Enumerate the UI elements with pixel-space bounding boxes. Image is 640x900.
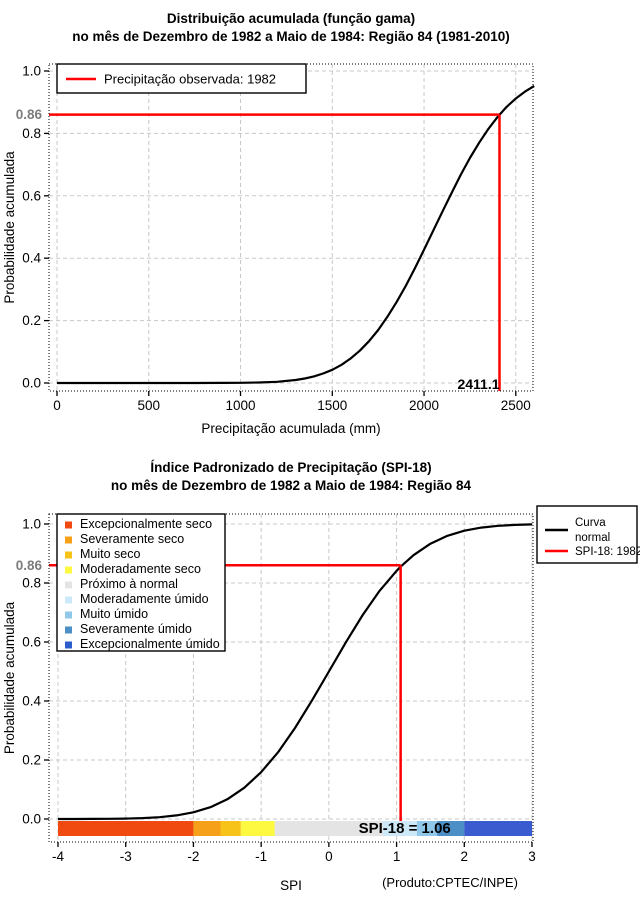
- x-tick-label: 0: [325, 849, 333, 864]
- legend-box: [56, 63, 307, 94]
- ref-prob-label: 0.86: [16, 107, 43, 122]
- y-tick-label: 0.4: [22, 694, 41, 709]
- chart-title-line2: no mês de Dezembro de 1982 a Maio de 198…: [111, 478, 472, 493]
- legend-label: Precipitação observada: 1982: [104, 72, 276, 87]
- category-label: Severamente úmido: [80, 622, 192, 636]
- x-axis-title: SPI: [280, 878, 302, 893]
- cdf-curve: [57, 85, 535, 385]
- spi-cdf-chart: Índice Padronizado de Precipitação (SPI-…: [2, 460, 640, 893]
- y-tick-label: 0.0: [22, 812, 41, 827]
- legend-label-normal: normal: [575, 532, 610, 544]
- y-tick-label: 0.6: [22, 188, 41, 203]
- chart-title-line2: no mês de Dezembro de 1982 a Maio de 198…: [72, 29, 509, 44]
- y-tick-label: 0.6: [22, 635, 41, 650]
- legend-label-spi: SPI-18: 1982: [575, 546, 640, 558]
- legend-label-curva: Curva: [575, 517, 606, 529]
- y-tick-label: 1.0: [22, 517, 41, 532]
- ref-prob-label: 0.86: [16, 558, 43, 573]
- y-tick-label: 0.4: [22, 251, 41, 266]
- chart-title-line1: Distribuição acumulada (função gama): [167, 11, 415, 26]
- spi-category-bar-segment: [416, 821, 438, 836]
- y-tick-label: 0.2: [22, 753, 41, 768]
- spi-value-annotation: SPI-18 = 1.06: [359, 820, 451, 837]
- ref-x-value-label: 2411.1: [457, 376, 499, 392]
- category-swatch: [65, 566, 72, 574]
- spi-category-bar-segment: [58, 821, 194, 836]
- producer-footnote: (Produto:CPTEC/INPE): [382, 875, 518, 890]
- x-tick-label: -3: [120, 849, 132, 864]
- chart-title-line1: Índice Padronizado de Precipitação (SPI-…: [150, 460, 431, 475]
- x-tick-label: 500: [137, 398, 160, 413]
- x-tick-label: 2500: [501, 398, 531, 413]
- category-label: Muito úmido: [80, 607, 148, 621]
- category-swatch: [65, 626, 72, 634]
- line-legend-box: [536, 505, 638, 564]
- x-tick-label: 3: [528, 849, 536, 864]
- plot-border: [48, 63, 534, 392]
- category-label: Próximo à normal: [80, 577, 178, 591]
- y-tick-label: 1.0: [22, 64, 41, 79]
- y-tick-label: 0.8: [22, 126, 41, 141]
- category-legend-box: [56, 513, 226, 652]
- category-label: Severamente seco: [80, 532, 184, 546]
- spi-category-bar-segment: [220, 821, 241, 836]
- plot-border: [48, 513, 534, 843]
- category-swatch: [65, 596, 72, 604]
- x-tick-label: 0: [53, 398, 61, 413]
- x-tick-label: -4: [52, 849, 64, 864]
- category-label: Muito seco: [80, 547, 140, 561]
- spi-category-bar-segment: [383, 821, 417, 836]
- category-label: Excepcionalmente seco: [80, 517, 212, 531]
- y-tick-label: 0.8: [22, 576, 41, 591]
- x-tick-label: 2000: [409, 398, 439, 413]
- category-label: Moderadamente seco: [80, 562, 201, 576]
- category-label: Excepcionalmente úmido: [80, 637, 220, 651]
- x-tick-label: 2: [461, 849, 469, 864]
- gamma-cdf-chart: Distribuição acumulada (função gama) no m…: [2, 11, 535, 436]
- category-swatch: [65, 581, 72, 589]
- y-tick-label: 0.2: [22, 313, 41, 328]
- x-tick-label: 1500: [317, 398, 347, 413]
- x-axis-title: Precipitação acumulada (mm): [201, 421, 380, 436]
- category-swatch: [65, 521, 72, 529]
- y-axis-title: Probabilidade acumulada: [2, 601, 17, 754]
- spi-category-bar-segment: [464, 821, 532, 836]
- x-tick-label: -2: [187, 849, 199, 864]
- spi-category-bar-segment: [437, 821, 465, 836]
- category-swatch: [65, 536, 72, 544]
- x-tick-label: 1: [393, 849, 401, 864]
- spi-category-bar-segment: [274, 821, 384, 836]
- category-swatch: [65, 611, 72, 619]
- category-swatch: [65, 551, 72, 559]
- x-tick-label: -1: [255, 849, 267, 864]
- cdf-curve: [58, 523, 533, 821]
- spi-category-bar-segment: [193, 821, 221, 836]
- category-label: Moderadamente úmido: [80, 592, 209, 606]
- category-swatch: [65, 641, 72, 649]
- y-axis-title: Probabilidade acumulada: [2, 151, 17, 304]
- spi-category-bar-segment: [240, 821, 275, 836]
- x-tick-label: 1000: [225, 398, 255, 413]
- y-tick-label: 0.0: [22, 376, 41, 391]
